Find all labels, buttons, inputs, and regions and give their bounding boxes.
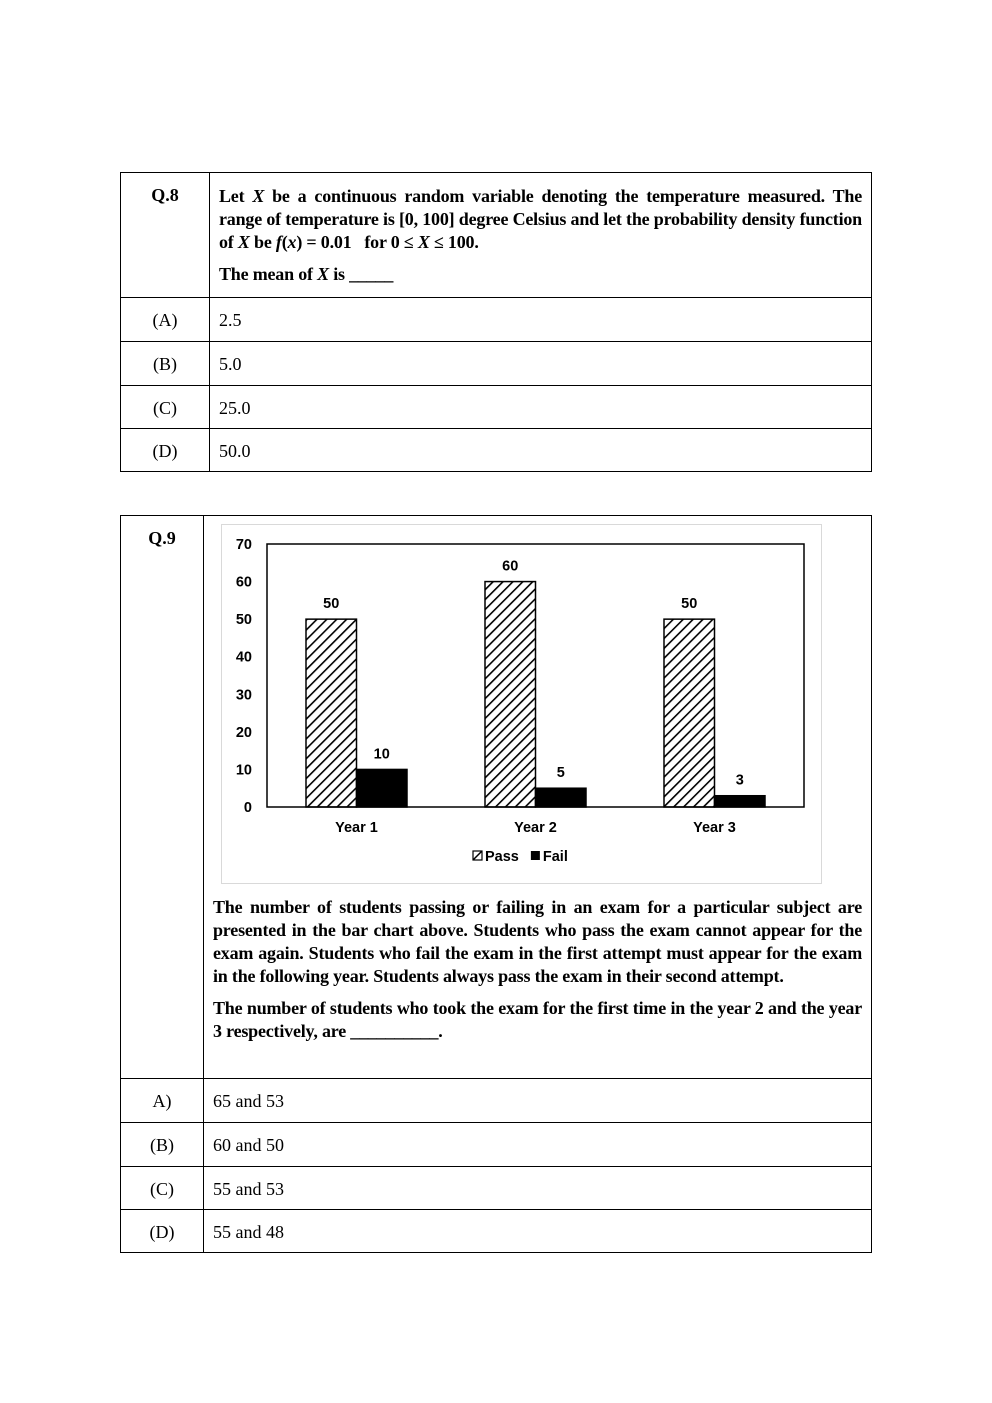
plot-area bbox=[266, 543, 805, 808]
stem-question: The mean of X is _____ bbox=[219, 264, 394, 284]
option-text: 25.0 bbox=[219, 398, 251, 418]
data-label: 50 bbox=[681, 596, 697, 612]
bar-fail bbox=[355, 768, 408, 808]
option-label: (B) bbox=[121, 1123, 204, 1166]
data-label: 60 bbox=[502, 559, 518, 575]
question-number: Q.9 bbox=[121, 516, 204, 1078]
option-text: 2.5 bbox=[219, 310, 242, 330]
bar-chart: 0 10 20 30 40 50 60 70 50 10 Year 1 60 5 Year 2 50 3 Yea… bbox=[221, 524, 822, 884]
option-c[interactable]: (C) 25.0 bbox=[121, 385, 871, 428]
stem-paragraph: The number of students passing or failin… bbox=[213, 897, 862, 986]
bar-pass bbox=[484, 580, 537, 808]
y-tick-label: 50 bbox=[236, 612, 252, 628]
option-text: 60 and 50 bbox=[213, 1135, 284, 1155]
option-label: A) bbox=[121, 1079, 204, 1122]
question-9-body: 0 10 20 30 40 50 60 70 50 10 Year 1 60 5 Year 2 50 3 Yea… bbox=[204, 516, 871, 1078]
option-text: 55 and 53 bbox=[213, 1179, 284, 1199]
bar-pass bbox=[305, 618, 358, 808]
legend-label: Pass bbox=[485, 849, 519, 865]
question-8-stem: Let X be a continuous random variable de… bbox=[210, 173, 871, 297]
y-tick-label: 40 bbox=[236, 650, 252, 666]
question-8-stem-row: Q.8 Let X be a continuous random variabl… bbox=[121, 173, 871, 297]
option-label: (D) bbox=[121, 429, 210, 471]
legend-swatch-hatch bbox=[472, 850, 483, 861]
option-label: (A) bbox=[121, 298, 210, 341]
option-label: (C) bbox=[121, 1167, 204, 1209]
bar-chart-svg: 0 10 20 30 40 50 60 70 50 10 Year 1 60 5 Year 2 50 3 Yea… bbox=[236, 537, 805, 865]
option-d[interactable]: (D) 55 and 48 bbox=[121, 1209, 871, 1252]
option-a[interactable]: A) 65 and 53 bbox=[121, 1078, 871, 1122]
question-8-table: Q.8 Let X be a continuous random variabl… bbox=[120, 172, 872, 472]
data-label: 5 bbox=[557, 765, 565, 781]
question-9-table: Q.9 0 10 20 30 40 50 60 70 50 10 Year 1 60 5 Year 2 50… bbox=[120, 515, 872, 1253]
bar-pass bbox=[663, 618, 716, 808]
option-c[interactable]: (C) 55 and 53 bbox=[121, 1166, 871, 1209]
legend-label: Fail bbox=[543, 849, 568, 865]
question-number: Q.8 bbox=[121, 173, 210, 297]
option-b[interactable]: (B) 60 and 50 bbox=[121, 1122, 871, 1166]
bar-fail bbox=[713, 794, 766, 808]
stem-question: The number of students who took the exam… bbox=[213, 998, 862, 1041]
option-text: 50.0 bbox=[219, 441, 251, 461]
y-tick-label: 30 bbox=[236, 687, 252, 703]
x-tick-label: Year 2 bbox=[514, 820, 557, 836]
option-text: 65 and 53 bbox=[213, 1091, 284, 1111]
data-label: 50 bbox=[323, 596, 339, 612]
question-9-stem-row: Q.9 0 10 20 30 40 50 60 70 50 10 Year 1 60 5 Year 2 50… bbox=[121, 516, 871, 1078]
option-label: (C) bbox=[121, 386, 210, 428]
legend-swatch-fail bbox=[530, 851, 540, 860]
option-label: (B) bbox=[121, 342, 210, 385]
option-label: (D) bbox=[121, 1210, 204, 1252]
stem-paragraph: Let X be a continuous random variable de… bbox=[219, 186, 862, 252]
option-d[interactable]: (D) 50.0 bbox=[121, 428, 871, 471]
x-tick-label: Year 1 bbox=[335, 820, 378, 836]
question-9-stem: The number of students passing or failin… bbox=[213, 896, 862, 1043]
option-text: 55 and 48 bbox=[213, 1222, 284, 1242]
data-label: 3 bbox=[736, 773, 744, 789]
y-tick-label: 10 bbox=[236, 762, 252, 778]
y-tick-label: 70 bbox=[236, 537, 252, 553]
y-tick-label: 0 bbox=[244, 800, 252, 816]
x-tick-label: Year 3 bbox=[693, 820, 736, 836]
option-a[interactable]: (A) 2.5 bbox=[121, 297, 871, 341]
y-tick-label: 60 bbox=[236, 575, 252, 591]
option-text: 5.0 bbox=[219, 354, 242, 374]
y-tick-label: 20 bbox=[236, 725, 252, 741]
option-b[interactable]: (B) 5.0 bbox=[121, 341, 871, 385]
bar-fail bbox=[534, 787, 587, 808]
data-label: 10 bbox=[374, 746, 390, 762]
